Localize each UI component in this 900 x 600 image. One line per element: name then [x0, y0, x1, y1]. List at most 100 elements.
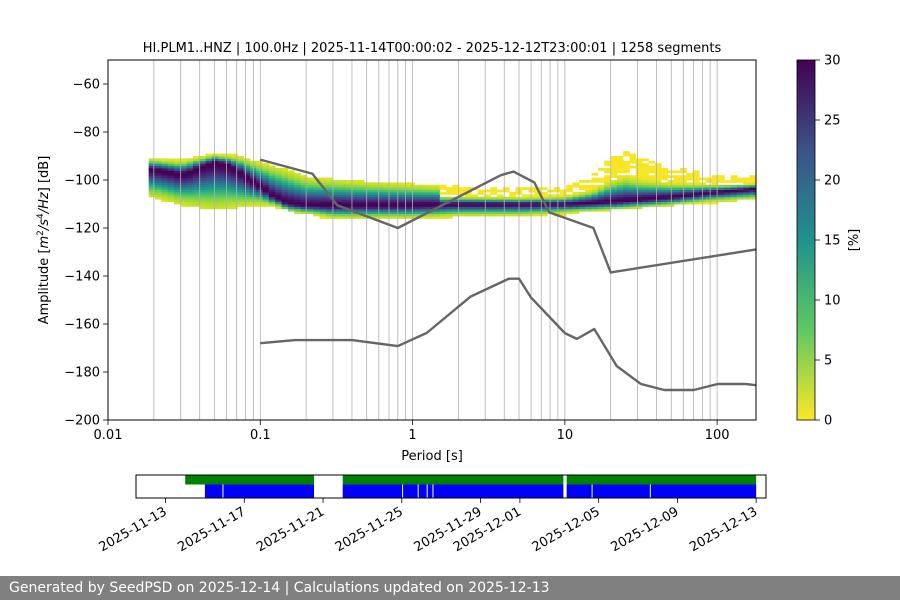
heatmap-cell	[237, 180, 244, 183]
heatmap-cell	[629, 197, 636, 200]
heatmap-cell	[319, 211, 326, 214]
heatmap-cell	[168, 182, 175, 185]
heatmap-cell	[408, 197, 415, 200]
heatmap-cell	[376, 206, 383, 209]
heatmap-cell	[313, 211, 320, 214]
heatmap-cell	[338, 182, 345, 185]
heatmap-cell	[218, 197, 225, 200]
heatmap-cell	[604, 194, 611, 197]
heatmap-cell	[294, 204, 301, 207]
heatmap-cell	[465, 214, 472, 217]
heatmap-cell	[345, 182, 352, 185]
heatmap-cell	[395, 202, 402, 205]
heatmap-cell	[718, 190, 725, 193]
heatmap-cell	[237, 202, 244, 205]
heatmap-cell	[414, 202, 421, 205]
heatmap-cell	[560, 204, 567, 207]
heatmap-cell	[541, 192, 548, 195]
heatmap-cell	[623, 180, 630, 183]
heatmap-cell	[199, 168, 206, 171]
heatmap-cell	[573, 211, 580, 214]
heatmap-cell	[338, 187, 345, 190]
chart-title: HI.PLM1..HNZ | 100.0Hz | 2025-11-14T00:0…	[143, 41, 722, 56]
heatmap-cell	[661, 170, 668, 173]
heatmap-cell	[718, 180, 725, 183]
heatmap-cell	[237, 168, 244, 171]
heatmap-cell	[174, 168, 181, 171]
heatmap-cell	[579, 180, 586, 183]
heatmap-cell	[313, 202, 320, 205]
heatmap-cell	[193, 156, 200, 159]
heatmap-cell	[629, 180, 636, 183]
heatmap-cell	[421, 206, 428, 209]
heatmap-cell	[427, 197, 434, 200]
heatmap-cell	[655, 194, 662, 197]
heatmap-cell	[256, 192, 263, 195]
heatmap-cell	[225, 192, 232, 195]
heatmap-cell	[376, 202, 383, 205]
colorbar-tick-label: 25	[824, 114, 841, 129]
heatmap-cell	[579, 202, 586, 205]
heatmap-cell	[263, 182, 270, 185]
heatmap-cell	[338, 209, 345, 212]
heatmap-cell	[490, 199, 497, 202]
heatmap-cell	[244, 192, 251, 195]
heatmap-cell	[604, 178, 611, 181]
heatmap-cell	[661, 199, 668, 202]
heatmap-cell	[313, 197, 320, 200]
y-tick-label: −160	[64, 318, 100, 333]
heatmap-cell	[541, 187, 548, 190]
heatmap-cell	[402, 209, 409, 212]
psd-segment-bar	[343, 485, 564, 498]
heatmap-cell	[686, 199, 693, 202]
heatmap-cell	[149, 170, 156, 173]
heatmap-cell	[617, 158, 624, 161]
heatmap-cell	[319, 197, 326, 200]
heatmap-cell	[149, 192, 156, 195]
heatmap-cell	[497, 197, 504, 200]
heatmap-cell	[743, 197, 750, 200]
heatmap-cell	[623, 199, 630, 202]
heatmap-cell	[269, 168, 276, 171]
heatmap-cell	[611, 206, 618, 209]
heatmap-cell	[560, 211, 567, 214]
heatmap-cell	[579, 206, 586, 209]
heatmap-cell	[579, 197, 586, 200]
heatmap-cell	[705, 202, 712, 205]
heatmap-cell	[256, 182, 263, 185]
heatmap-cell	[187, 192, 194, 195]
heatmap-cell	[667, 194, 674, 197]
heatmap-cell	[598, 194, 605, 197]
heatmap-cell	[408, 185, 415, 188]
heatmap-cell	[674, 187, 681, 190]
heatmap-cell	[256, 194, 263, 197]
heatmap-cell	[313, 199, 320, 202]
heatmap-cell	[180, 161, 187, 164]
heatmap-cell	[370, 190, 377, 193]
heatmap-cell	[560, 206, 567, 209]
heatmap-cell	[611, 192, 618, 195]
heatmap-cell	[579, 185, 586, 188]
heatmap-cell	[364, 185, 371, 188]
heatmap-cell	[686, 194, 693, 197]
heatmap-cell	[497, 190, 504, 193]
heatmap-cell	[661, 197, 668, 200]
heatmap-cell	[206, 199, 213, 202]
heatmap-cell	[528, 204, 535, 207]
heatmap-cell	[357, 182, 364, 185]
heatmap-cell	[592, 185, 599, 188]
heatmap-cell	[395, 206, 402, 209]
heatmap-cell	[376, 192, 383, 195]
heatmap-cell	[402, 185, 409, 188]
heatmap-cell	[161, 182, 168, 185]
heatmap-cell	[370, 206, 377, 209]
heatmap-cell	[471, 199, 478, 202]
heatmap-cell	[168, 170, 175, 173]
heatmap-cell	[174, 185, 181, 188]
heatmap-cell	[686, 173, 693, 176]
heatmap-cell	[364, 199, 371, 202]
heatmap-cell	[554, 199, 561, 202]
heatmap-cell	[528, 197, 535, 200]
heatmap-cell	[629, 175, 636, 178]
heatmap-cell	[611, 175, 618, 178]
